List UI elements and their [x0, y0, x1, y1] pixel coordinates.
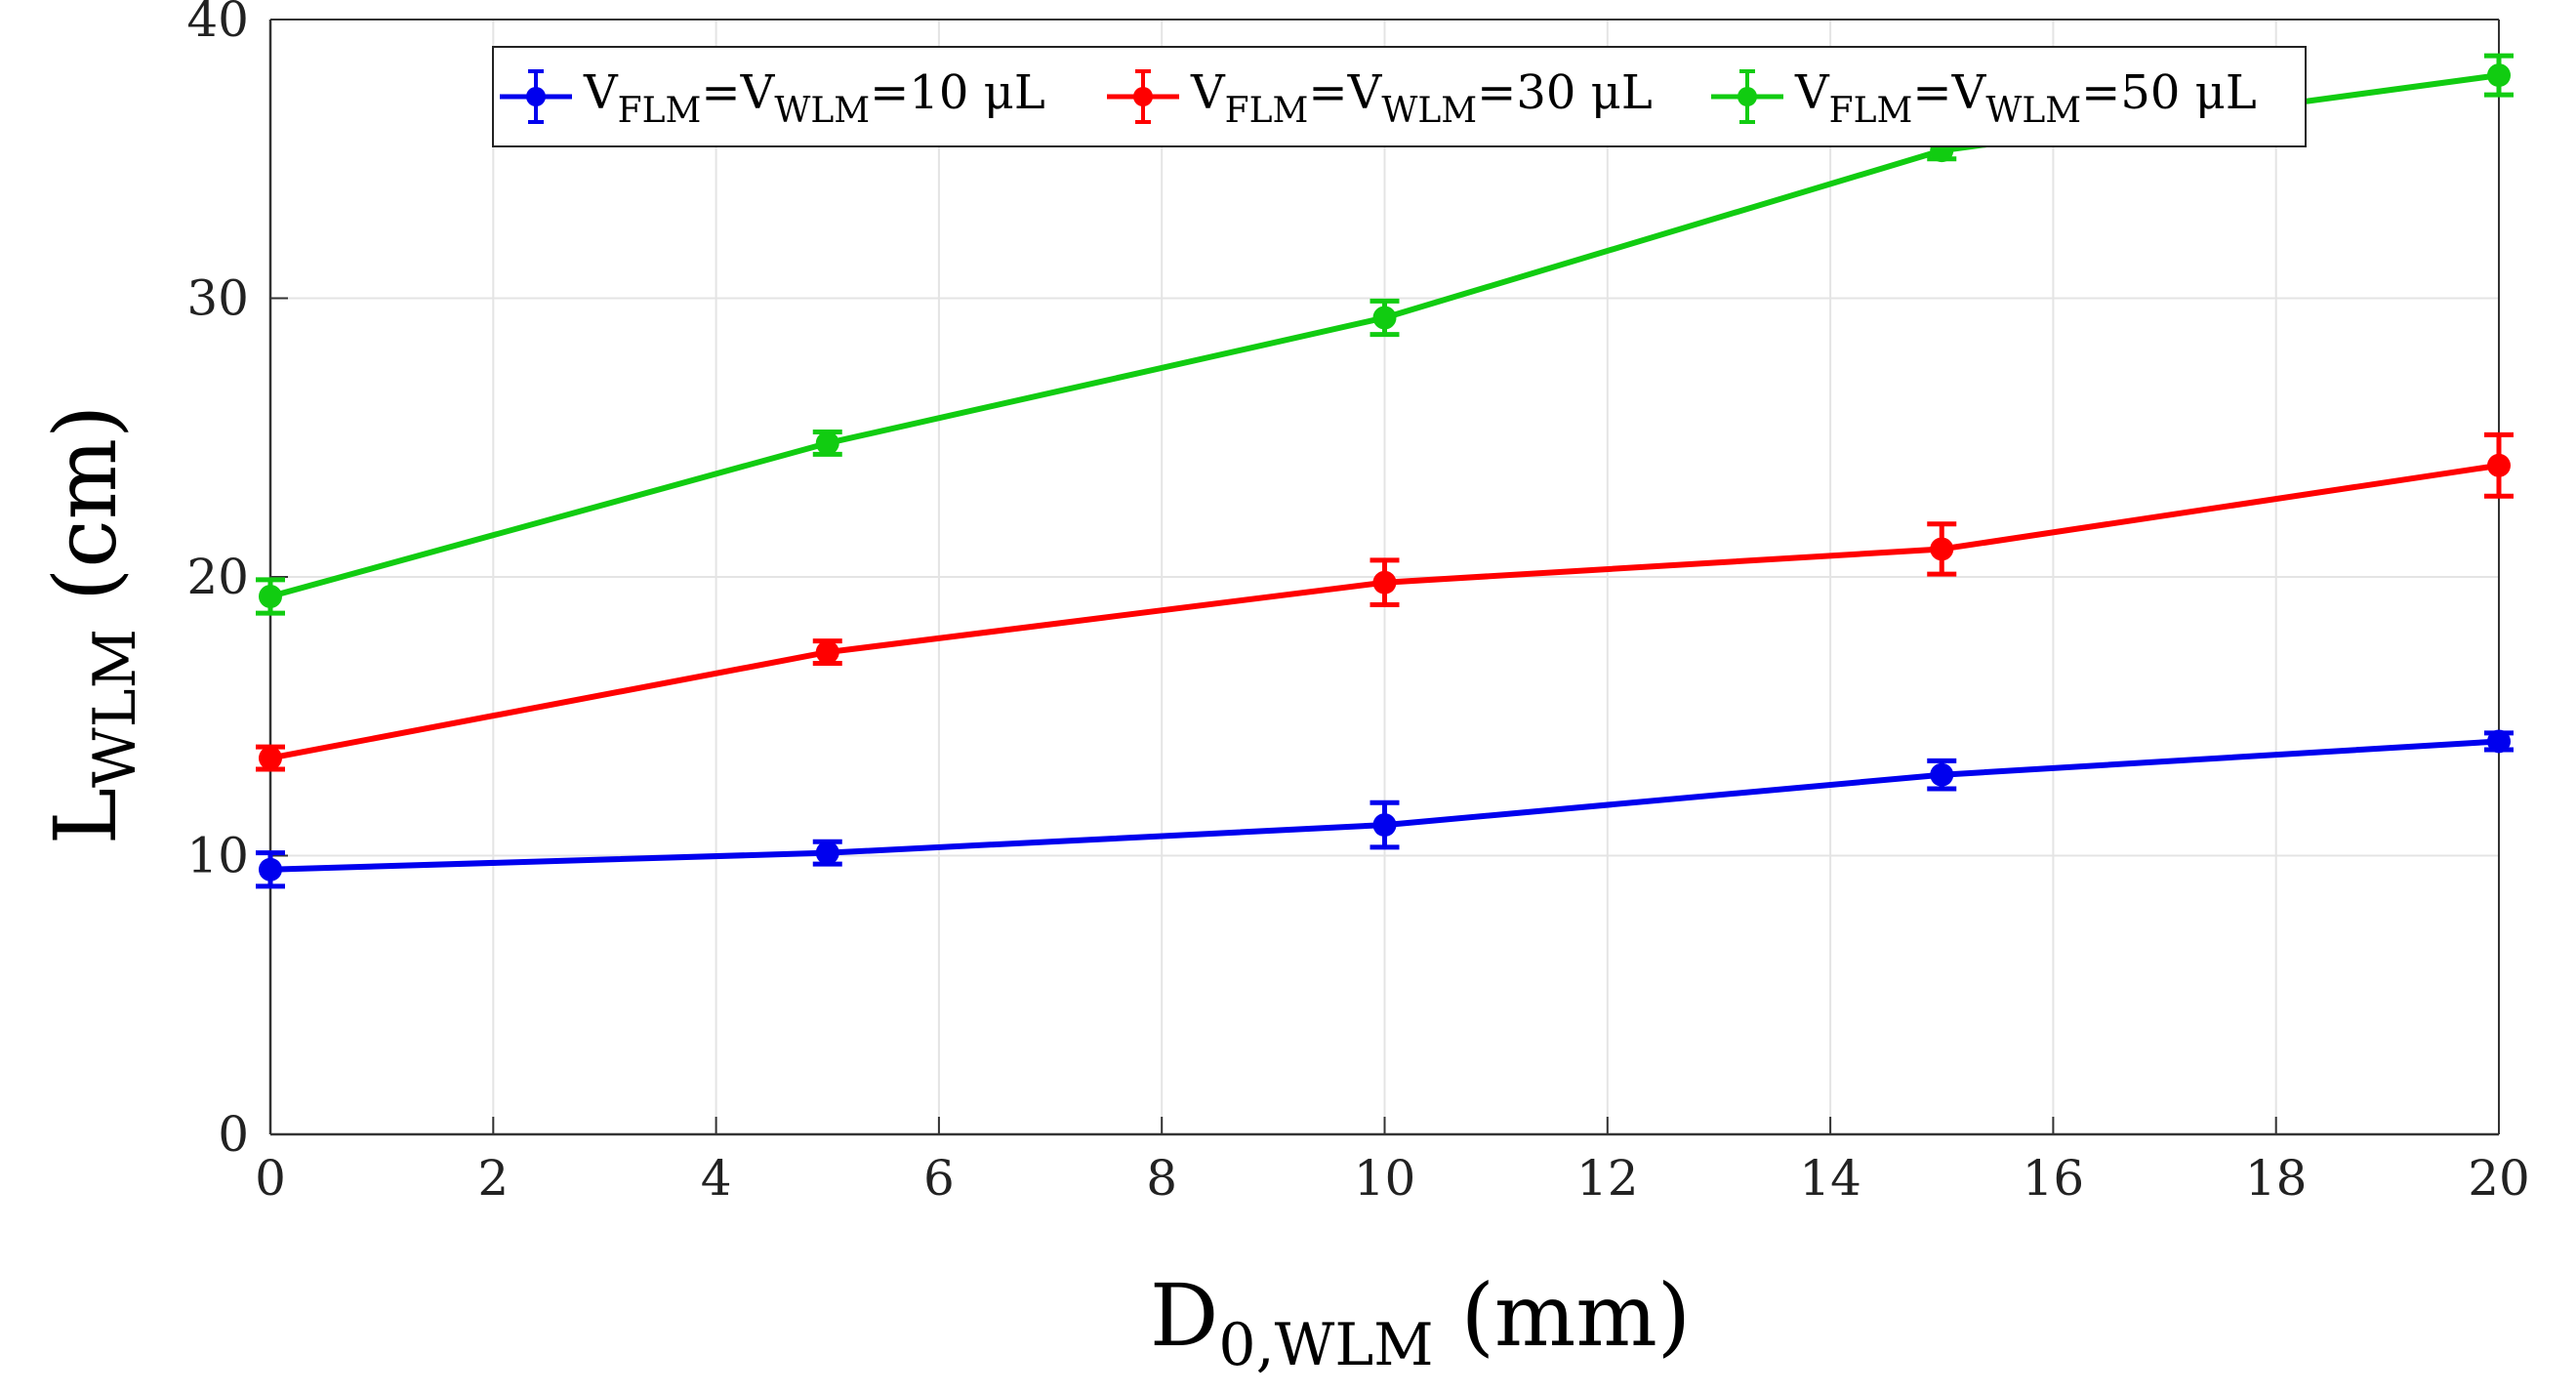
data-point-3-1 — [815, 430, 839, 455]
legend-entry-3: VFLM=VWLM=50 μL — [1711, 65, 2257, 131]
legend-marker — [526, 87, 546, 106]
data-point-2-0 — [259, 746, 282, 770]
y-axis-title-unit: (cm) — [35, 405, 136, 629]
x-tick-label-0: 0 — [255, 1150, 286, 1207]
legend-label-text: =30 μL — [1477, 65, 1653, 120]
legend-label-text: V — [1794, 65, 1830, 120]
x-tick-label-12: 12 — [1576, 1150, 1639, 1207]
y-tick-label-30: 30 — [186, 270, 249, 327]
legend-label-subscript: WLM — [1985, 91, 2081, 131]
y-tick-label-40: 40 — [186, 0, 249, 48]
legend-label-subscript: FLM — [618, 91, 702, 131]
data-point-3-2 — [1372, 306, 1397, 330]
y-axis-title-sub: WLM — [81, 629, 149, 788]
series-1 — [256, 729, 2514, 889]
y-tick-label-20: 20 — [186, 549, 249, 605]
data-point-2-1 — [815, 640, 839, 665]
data-point-1-1 — [815, 840, 839, 865]
legend-label-subscript: WLM — [1381, 91, 1477, 131]
legend-label-text: =50 μL — [2081, 65, 2257, 120]
legend-label-text: =V — [1912, 65, 1986, 120]
data-point-2-4 — [2487, 453, 2511, 477]
series-2 — [256, 431, 2514, 772]
legend-entry-1: VFLM=VWLM=10 μL — [500, 65, 1045, 131]
data-point-3-4 — [2487, 63, 2511, 88]
x-tick-label-4: 4 — [701, 1150, 732, 1207]
x-tick-label-14: 14 — [1799, 1150, 1861, 1207]
legend-label-subscript: FLM — [1829, 91, 1913, 131]
data-point-1-3 — [1930, 762, 1954, 787]
legend-label-text: V — [583, 65, 619, 120]
legend-label-subscript: WLM — [774, 91, 870, 131]
data-point-1-4 — [2487, 729, 2511, 754]
legend-label-text: =V — [701, 65, 775, 120]
x-axis-title-unit: (mm) — [1434, 1265, 1692, 1366]
legend-label-subscript: FLM — [1225, 91, 1309, 131]
legend-marker — [1738, 87, 1757, 106]
legend: VFLM=VWLM=10 μL VFLM=VWLM=30 μL VFLM=VWLM=… — [492, 46, 2307, 147]
legend-label-3: VFLM=VWLM=50 μL — [1794, 65, 2257, 131]
x-tick-label-8: 8 — [1146, 1150, 1177, 1207]
data-point-2-2 — [1372, 570, 1397, 594]
legend-label-1: VFLM=VWLM=10 μL — [583, 65, 1045, 131]
x-axis-title-main: D — [1150, 1265, 1219, 1366]
data-point-3-0 — [259, 584, 282, 608]
data-point-2-3 — [1930, 537, 1954, 561]
x-axis-title-sub: 0,WLM — [1218, 1311, 1433, 1379]
y-axis-title: LWLM (cm) — [35, 405, 149, 845]
legend-label-text: =V — [1308, 65, 1382, 120]
legend-box — [492, 46, 2307, 147]
axes: 0 2 4 6 8 10 12 14 16 18 20 0 10 20 30 40 — [186, 0, 2529, 1207]
legend-label-text: =10 μL — [870, 65, 1045, 120]
legend-label-2: VFLM=VWLM=30 μL — [1190, 65, 1653, 131]
y-tick-label-0: 0 — [218, 1106, 249, 1163]
y-tick-label-10: 10 — [186, 828, 249, 884]
y-axis-title-main: L — [35, 788, 136, 844]
x-tick-label-2: 2 — [477, 1150, 509, 1207]
legend-entry-2: VFLM=VWLM=30 μL — [1107, 65, 1653, 131]
x-tick-label-18: 18 — [2245, 1150, 2308, 1207]
data-point-1-2 — [1372, 813, 1397, 838]
x-axis-title: D0,WLM (mm) — [1150, 1265, 1691, 1379]
data-point-1-0 — [259, 857, 282, 882]
x-tick-label-16: 16 — [2023, 1150, 2085, 1207]
legend-label-text: V — [1190, 65, 1226, 120]
x-tick-label-6: 6 — [923, 1150, 955, 1207]
x-tick-label-10: 10 — [1354, 1150, 1416, 1207]
x-tick-label-20: 20 — [2468, 1150, 2530, 1207]
legend-marker — [1133, 87, 1153, 106]
